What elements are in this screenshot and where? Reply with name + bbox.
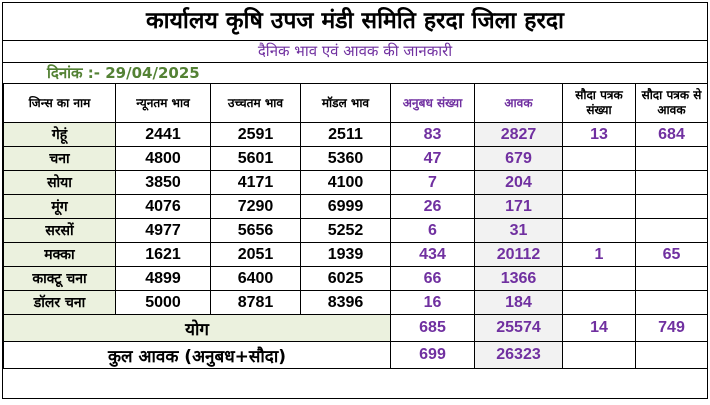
min-price: 4076 <box>115 194 211 219</box>
col-header-deal-count: सौदा पत्रक संख्या <box>562 83 636 123</box>
max-price: 4171 <box>210 170 301 195</box>
min-price: 5000 <box>115 290 211 315</box>
commodity-name: मक्का <box>3 242 116 267</box>
col-header-contract-count: अनुबध संख्या <box>390 83 475 123</box>
arrival: 679 <box>474 146 563 171</box>
commodity-name: सरसों <box>3 218 116 243</box>
grand-total-empty-2 <box>635 341 708 369</box>
arrival: 204 <box>474 170 563 195</box>
table-row: काक्टू चना 4899 6400 6025 66 1366 <box>3 266 708 291</box>
col-header-min-price: न्यूनतम भाव <box>115 83 211 123</box>
max-price: 6400 <box>210 266 301 291</box>
col-header-arrival: आवक <box>474 83 563 123</box>
arrival: 20112 <box>474 242 563 267</box>
max-price: 7290 <box>210 194 301 219</box>
table-row: मूंग 4076 7290 6999 26 171 <box>3 194 708 219</box>
arrival: 184 <box>474 290 563 315</box>
deal-count <box>562 146 636 171</box>
table-row: चना 4800 5601 5360 47 679 <box>3 146 708 171</box>
model-price: 5360 <box>300 146 391 171</box>
total-arrival: 25574 <box>474 314 563 342</box>
deal-count <box>562 218 636 243</box>
deal-count <box>562 266 636 291</box>
deal-arrival <box>635 170 708 195</box>
deal-arrival <box>635 218 708 243</box>
deal-count <box>562 290 636 315</box>
report-date: दिनांक :- 29/04/2025 <box>47 64 200 82</box>
arrival: 2827 <box>474 122 563 147</box>
deal-arrival <box>635 146 708 171</box>
table-row: गेहूं 2441 2591 2511 83 2827 13 684 <box>3 122 708 147</box>
col-header-max-price: उच्चतम भाव <box>210 83 301 123</box>
grand-total-empty-1 <box>562 341 636 369</box>
contract-count: 434 <box>390 242 475 267</box>
commodity-name: सोया <box>3 170 116 195</box>
contract-count: 26 <box>390 194 475 219</box>
deal-arrival <box>635 266 708 291</box>
deal-count <box>562 170 636 195</box>
deal-arrival: 684 <box>635 122 708 147</box>
commodity-name: चना <box>3 146 116 171</box>
total-deal-count: 14 <box>562 314 636 342</box>
min-price: 4899 <box>115 266 211 291</box>
max-price: 2591 <box>210 122 301 147</box>
table-row: सरसों 4977 5656 5252 6 31 <box>3 218 708 243</box>
contract-count: 7 <box>390 170 475 195</box>
table-row: डॉलर चना 5000 8781 8396 16 184 <box>3 290 708 315</box>
report-subtitle: दैनिक भाव एवं आवक की जानकारी <box>3 40 707 63</box>
contract-count: 6 <box>390 218 475 243</box>
price-arrival-table: जिन्स का नाम न्यूनतम भाव उच्चतम भाव मॉडल… <box>3 83 708 369</box>
model-price: 8396 <box>300 290 391 315</box>
deal-arrival <box>635 290 708 315</box>
total-label: योग <box>3 314 391 342</box>
commodity-name: मूंग <box>3 194 116 219</box>
table-header-row: जिन्स का नाम न्यूनतम भाव उच्चतम भाव मॉडल… <box>3 83 708 123</box>
min-price: 2441 <box>115 122 211 147</box>
model-price: 6999 <box>300 194 391 219</box>
grand-total-label: कुल आवक (अनुबध+सौदा) <box>3 341 391 369</box>
arrival: 171 <box>474 194 563 219</box>
table-row: मक्का 1621 2051 1939 434 20112 1 65 <box>3 242 708 267</box>
model-price: 6025 <box>300 266 391 291</box>
contract-count: 47 <box>390 146 475 171</box>
max-price: 5601 <box>210 146 301 171</box>
max-price: 2051 <box>210 242 301 267</box>
min-price: 4800 <box>115 146 211 171</box>
min-price: 4977 <box>115 218 211 243</box>
min-price: 1621 <box>115 242 211 267</box>
model-price: 4100 <box>300 170 391 195</box>
contract-count: 16 <box>390 290 475 315</box>
min-price: 3850 <box>115 170 211 195</box>
total-row: योग 685 25574 14 749 <box>3 314 708 342</box>
report-title: कार्यालय कृषि उपज मंडी समिति हरदा जिला ह… <box>145 8 565 34</box>
total-contract-count: 685 <box>390 314 475 342</box>
grand-total-arrival: 26323 <box>474 341 563 369</box>
mandi-report-sheet: कार्यालय कृषि उपज मंडी समिति हरदा जिला ह… <box>2 2 708 399</box>
deal-arrival <box>635 194 708 219</box>
arrival: 1366 <box>474 266 563 291</box>
arrival: 31 <box>474 218 563 243</box>
contract-count: 66 <box>390 266 475 291</box>
deal-count: 1 <box>562 242 636 267</box>
col-header-deal-arrival: सौदा पत्रक से आवक <box>635 83 708 123</box>
col-header-commodity: जिन्स का नाम <box>3 83 116 123</box>
grand-total-row: कुल आवक (अनुबध+सौदा) 699 26323 <box>3 341 708 369</box>
contract-count: 83 <box>390 122 475 147</box>
col-header-model-price: मॉडल भाव <box>300 83 391 123</box>
grand-total-contract: 699 <box>390 341 475 369</box>
table-row: सोया 3850 4171 4100 7 204 <box>3 170 708 195</box>
deal-count: 13 <box>562 122 636 147</box>
model-price: 5252 <box>300 218 391 243</box>
total-deal-arrival: 749 <box>635 314 708 342</box>
max-price: 8781 <box>210 290 301 315</box>
model-price: 2511 <box>300 122 391 147</box>
deal-arrival: 65 <box>635 242 708 267</box>
commodity-name: डॉलर चना <box>3 290 116 315</box>
deal-count <box>562 194 636 219</box>
commodity-name: काक्टू चना <box>3 266 116 291</box>
model-price: 1939 <box>300 242 391 267</box>
commodity-name: गेहूं <box>3 122 116 147</box>
max-price: 5656 <box>210 218 301 243</box>
